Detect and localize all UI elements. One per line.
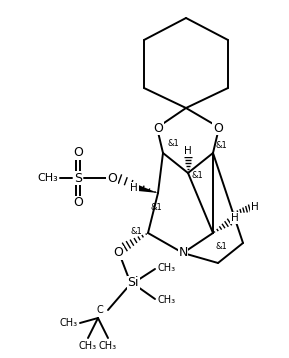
Text: CH₃: CH₃ [79, 341, 97, 351]
Polygon shape [137, 185, 158, 193]
Text: CH₃: CH₃ [60, 318, 78, 328]
Text: H: H [130, 183, 138, 193]
Text: C: C [97, 305, 103, 315]
Text: &1: &1 [150, 203, 162, 212]
Text: O: O [213, 121, 223, 135]
Text: CH₃: CH₃ [99, 341, 117, 351]
Text: O: O [153, 121, 163, 135]
Text: &1: &1 [216, 242, 228, 251]
Text: O: O [113, 247, 123, 260]
Text: Si: Si [127, 276, 139, 290]
Text: S: S [74, 171, 82, 184]
Text: H: H [231, 213, 239, 223]
Text: CH₃: CH₃ [157, 295, 175, 305]
Text: H: H [184, 146, 192, 156]
Text: &1: &1 [192, 171, 204, 180]
Text: N: N [178, 247, 188, 260]
Text: O: O [73, 146, 83, 160]
Text: H: H [251, 202, 259, 212]
Text: O: O [107, 171, 117, 184]
Text: &1: &1 [216, 140, 228, 150]
Text: O: O [73, 197, 83, 209]
Text: &1: &1 [167, 140, 179, 149]
Text: CH₃: CH₃ [37, 173, 58, 183]
Text: CH₃: CH₃ [157, 263, 175, 273]
Text: &1: &1 [130, 227, 142, 236]
